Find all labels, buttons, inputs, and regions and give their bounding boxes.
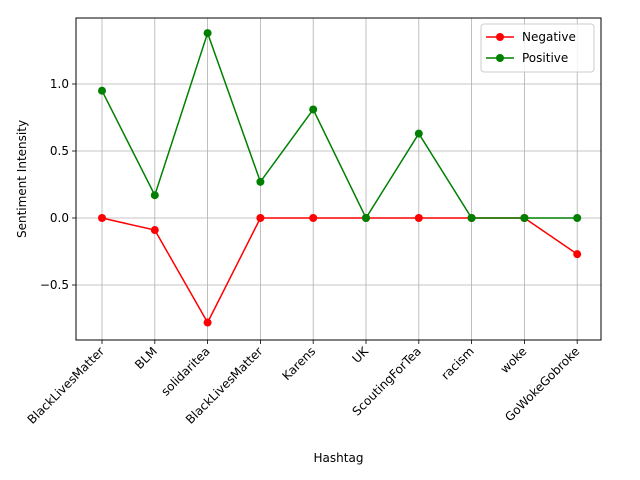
legend-box (480, 23, 595, 73)
positive-data-point (362, 214, 370, 222)
positive-data-point (256, 177, 265, 186)
negative-data-point (414, 214, 423, 222)
y-tick-label: 0.5 (50, 144, 69, 158)
legend-positive-marker (496, 54, 504, 62)
y-tick-label: −0.5 (40, 278, 69, 292)
legend: Negative Positive (480, 23, 595, 73)
legend-positive-label: Positive (522, 51, 568, 65)
plot-frame (75, 17, 602, 341)
positive-data-point (573, 214, 582, 222)
positive-series-line (101, 30, 578, 220)
positive-data-point (150, 191, 159, 200)
legend-negative-label: Negative (522, 30, 576, 44)
legend-negative-marker (496, 33, 504, 41)
positive-data-point (520, 214, 529, 222)
positive-data-point (203, 29, 212, 38)
negative-data-point (150, 226, 159, 235)
negative-data-point (573, 250, 582, 259)
negative-data-point (98, 214, 106, 222)
negative-data-point (309, 214, 318, 222)
y-tick-label: 0.0 (50, 211, 69, 225)
y-axis-label: Sentiment Intensity (15, 120, 29, 238)
positive-data-point (467, 214, 476, 222)
positive-data-point (414, 129, 423, 138)
positive-data-point (98, 86, 106, 95)
negative-data-point (203, 318, 212, 327)
y-tick-label: 1.0 (50, 77, 69, 91)
positive-data-point (309, 105, 318, 114)
negative-data-point (256, 214, 265, 222)
x-axis-label: Hashtag (314, 451, 364, 465)
series-layer (98, 29, 582, 327)
